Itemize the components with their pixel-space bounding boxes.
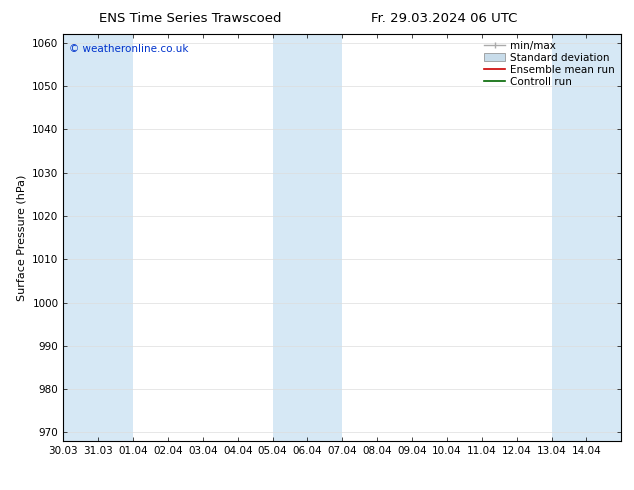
Text: ENS Time Series Trawscoed: ENS Time Series Trawscoed bbox=[99, 12, 281, 25]
Bar bbox=[586, 34, 621, 441]
Bar bbox=[98, 34, 133, 441]
Bar bbox=[552, 34, 586, 441]
Y-axis label: Surface Pressure (hPa): Surface Pressure (hPa) bbox=[16, 174, 27, 301]
Bar bbox=[63, 34, 98, 441]
Bar bbox=[273, 34, 307, 441]
Text: © weatheronline.co.uk: © weatheronline.co.uk bbox=[69, 45, 188, 54]
Bar bbox=[307, 34, 342, 441]
Legend: min/max, Standard deviation, Ensemble mean run, Controll run: min/max, Standard deviation, Ensemble me… bbox=[480, 36, 619, 91]
Text: Fr. 29.03.2024 06 UTC: Fr. 29.03.2024 06 UTC bbox=[371, 12, 517, 25]
